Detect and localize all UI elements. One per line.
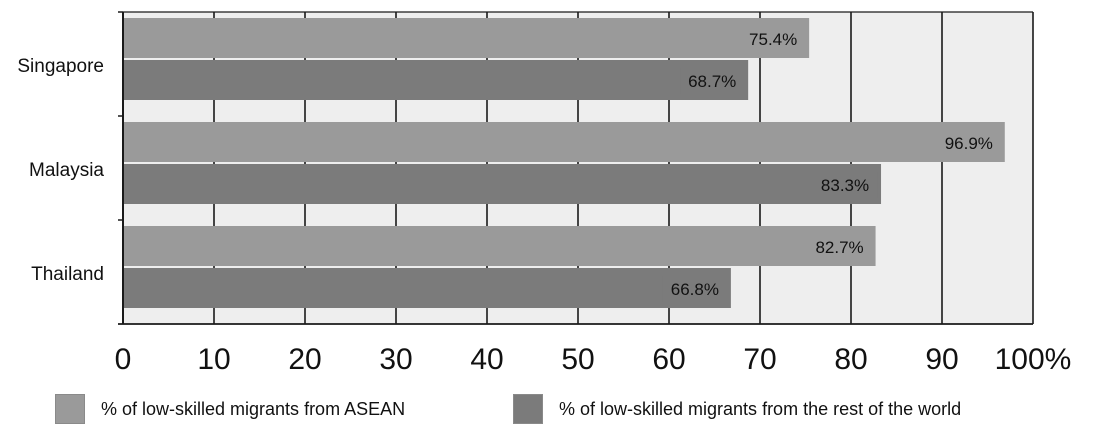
data-label-bg bbox=[662, 276, 727, 302]
bars bbox=[123, 18, 1005, 308]
legend-item-rest-of-world: % of low-skilled migrants from the rest … bbox=[513, 394, 961, 424]
x-tick-label: 100% bbox=[995, 343, 1072, 376]
data-label: 83.3% bbox=[821, 176, 869, 195]
legend-label-rest-of-world: % of low-skilled migrants from the rest … bbox=[559, 398, 962, 419]
category-label: Thailand bbox=[31, 264, 104, 285]
x-tick-label: 40 bbox=[470, 343, 503, 376]
bar bbox=[123, 226, 876, 266]
category-label: Singapore bbox=[17, 56, 104, 77]
category-label: Malaysia bbox=[29, 160, 104, 181]
data-label-bg bbox=[936, 130, 1001, 156]
data-label: 66.8% bbox=[671, 280, 719, 299]
x-tick-label: 30 bbox=[379, 343, 412, 376]
data-label: 75.4% bbox=[749, 30, 797, 49]
data-label: 96.9% bbox=[945, 134, 993, 153]
x-tick-label: 10 bbox=[197, 343, 230, 376]
data-label-bg bbox=[807, 234, 872, 260]
bar bbox=[123, 18, 810, 58]
bar-chart: 0 10 20 30 40 50 60 70 80 90 100% 75.4% 68.7% Singapo… bbox=[17, 11, 1071, 376]
bar bbox=[123, 268, 731, 308]
bar bbox=[123, 164, 882, 204]
data-label-bg bbox=[680, 68, 745, 94]
legend-swatch-rest-of-world bbox=[513, 394, 543, 424]
x-tick-label: 80 bbox=[834, 343, 867, 376]
legend-label-asean: % of low-skilled migrants from ASEAN bbox=[101, 398, 406, 419]
data-label: 82.7% bbox=[815, 238, 863, 257]
labels: 0 10 20 30 40 50 60 70 80 90 100% 75.4% 68.7% Singapo… bbox=[17, 26, 1071, 376]
legend: % of low-skilled migrants from ASEAN % o… bbox=[0, 394, 1097, 426]
x-tick-label: 50 bbox=[561, 343, 594, 376]
data-label-bg bbox=[741, 26, 806, 52]
x-tick-label: 90 bbox=[925, 343, 958, 376]
legend-item-asean: % of low-skilled migrants from ASEAN bbox=[55, 394, 405, 424]
x-tick-label: 70 bbox=[743, 343, 776, 376]
data-label-bg bbox=[813, 172, 878, 198]
x-tick-label: 0 bbox=[115, 343, 132, 376]
x-tick-label: 60 bbox=[652, 343, 685, 376]
data-label: 68.7% bbox=[688, 72, 736, 91]
axes bbox=[118, 11, 1033, 325]
legend-swatch-asean bbox=[55, 394, 85, 424]
bar bbox=[123, 122, 1005, 162]
bar bbox=[123, 60, 749, 100]
x-tick-label: 20 bbox=[288, 343, 321, 376]
